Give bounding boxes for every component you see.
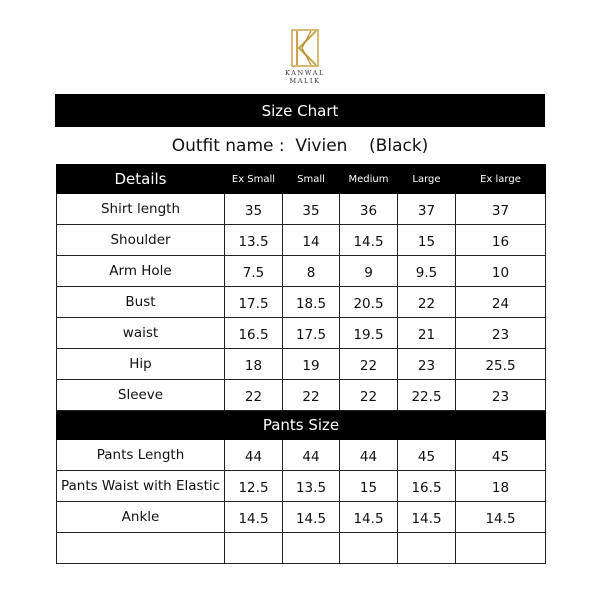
size-value: 45 (397, 439, 456, 471)
table-row: waist 16.5 17.5 19.5 21 23 (56, 317, 546, 349)
size-value: 17.5 (282, 317, 340, 349)
size-value: 14.5 (339, 501, 398, 533)
column-header: Medium (339, 164, 398, 194)
size-value: 16 (455, 224, 546, 256)
size-value: 18 (455, 470, 546, 502)
row-label: Sleeve (56, 379, 225, 411)
size-value: 24 (455, 286, 546, 318)
size-value: 15 (397, 224, 456, 256)
size-value: 22 (224, 379, 283, 411)
size-value: 23 (397, 348, 456, 380)
header-row: Details Ex Small Small Medium Large Ex l… (56, 164, 546, 194)
size-value: 19 (282, 348, 340, 380)
column-header: Details (56, 164, 225, 194)
column-header: Ex large (455, 164, 546, 194)
size-value: 22 (339, 348, 398, 380)
page-title: Size Chart (55, 94, 545, 127)
pants-section-row: Pants Size (56, 410, 546, 440)
size-value: 37 (397, 193, 456, 225)
size-value: 18.5 (282, 286, 340, 318)
table-row: Shoulder 13.5 14 14.5 15 16 (56, 224, 546, 256)
size-value: 16.5 (397, 470, 456, 502)
size-value: 45 (455, 439, 546, 471)
table-row: Pants Waist with Elastic 12.5 13.5 15 16.5 18 (56, 470, 546, 502)
size-value: 10 (455, 255, 546, 287)
size-value: 36 (339, 193, 398, 225)
size-value: 22 (397, 286, 456, 318)
size-value: 16.5 (224, 317, 283, 349)
size-value: 13.5 (224, 224, 283, 256)
table-row: Sleeve 22 22 22 22.5 23 (56, 379, 546, 411)
size-value: 9.5 (397, 255, 456, 287)
size-value: 25.5 (455, 348, 546, 380)
row-label: Ankle (56, 501, 225, 533)
column-header: Small (282, 164, 340, 194)
size-value: 14 (282, 224, 340, 256)
size-value: 14.5 (397, 501, 456, 533)
size-value: 7.5 (224, 255, 283, 287)
column-header: Large (397, 164, 456, 194)
size-value: 19.5 (339, 317, 398, 349)
size-value (397, 532, 456, 564)
size-value: 35 (282, 193, 340, 225)
table-row: Ankle 14.5 14.5 14.5 14.5 14.5 (56, 501, 546, 533)
size-value: 37 (455, 193, 546, 225)
table-row: Shirt length 35 35 36 37 37 (56, 193, 546, 225)
row-label: Hip (56, 348, 225, 380)
size-value: 22.5 (397, 379, 456, 411)
size-value: 44 (339, 439, 398, 471)
size-value: 20.5 (339, 286, 398, 318)
size-value: 14.5 (282, 501, 340, 533)
size-value: 23 (455, 379, 546, 411)
table-row (56, 532, 546, 564)
k-monogram-icon (291, 29, 319, 67)
size-value (455, 532, 546, 564)
size-value (339, 532, 398, 564)
size-value: 17.5 (224, 286, 283, 318)
size-value: 18 (224, 348, 283, 380)
size-value: 21 (397, 317, 456, 349)
brand-name: KANWAL MALIK (285, 69, 325, 85)
row-label: Shoulder (56, 224, 225, 256)
size-value: 44 (282, 439, 340, 471)
outfit-name: Outfit name : Vivien (Black) (171, 136, 429, 156)
size-value: 15 (339, 470, 398, 502)
row-label: Shirt length (56, 193, 225, 225)
size-value: 14.5 (224, 501, 283, 533)
table-row: Arm Hole 7.5 8 9 9.5 10 (56, 255, 546, 287)
size-value: 23 (455, 317, 546, 349)
table-row: Pants Length 44 44 44 45 45 (56, 439, 546, 471)
row-label: Arm Hole (56, 255, 225, 287)
size-value: 22 (282, 379, 340, 411)
size-value: 9 (339, 255, 398, 287)
row-label: Bust (56, 286, 225, 318)
row-label: Pants Length (56, 439, 225, 471)
table-row: Hip 18 19 22 23 25.5 (56, 348, 546, 380)
size-value: 13.5 (282, 470, 340, 502)
size-chart-table: Details Ex Small Small Medium Large Ex l… (56, 164, 546, 564)
row-label: waist (56, 317, 225, 349)
size-value (282, 532, 340, 564)
size-value: 22 (339, 379, 398, 411)
size-value: 44 (224, 439, 283, 471)
brand-logo: KANWAL MALIK (270, 28, 340, 88)
table-row: Bust 17.5 18.5 20.5 22 24 (56, 286, 546, 318)
size-value: 8 (282, 255, 340, 287)
size-value: 14.5 (339, 224, 398, 256)
size-value (224, 532, 283, 564)
size-value: 14.5 (455, 501, 546, 533)
size-value: 12.5 (224, 470, 283, 502)
column-header: Ex Small (224, 164, 283, 194)
row-label (56, 532, 225, 564)
size-value: 35 (224, 193, 283, 225)
row-label: Pants Waist with Elastic (56, 470, 225, 502)
section-title: Pants Size (56, 410, 546, 440)
